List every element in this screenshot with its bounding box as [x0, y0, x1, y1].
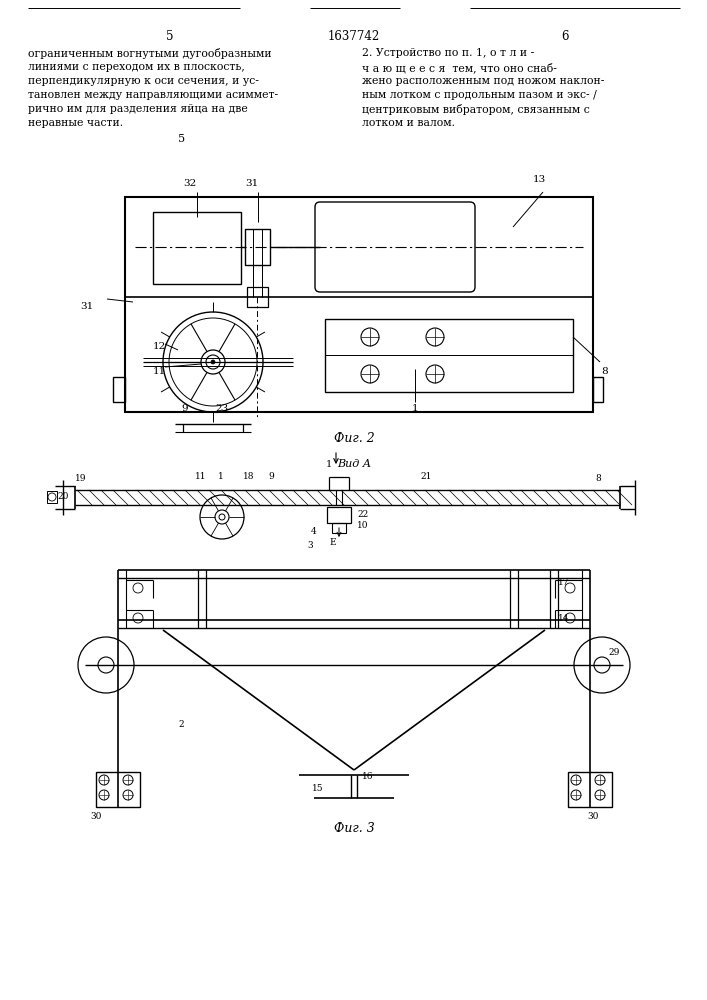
- Text: 19: 19: [75, 474, 86, 483]
- Text: ным лотком с продольным пазом и экс- /: ным лотком с продольным пазом и экс- /: [362, 90, 597, 100]
- Text: 20: 20: [57, 492, 69, 501]
- Text: 10: 10: [357, 521, 368, 530]
- Text: 2. Устройство по п. 1, о т л и -: 2. Устройство по п. 1, о т л и -: [362, 48, 534, 58]
- Bar: [327, 507, 351, 523]
- Text: 9: 9: [181, 404, 187, 413]
- Text: перпендикулярную к оси сечения, и ус-: перпендикулярную к оси сечения, и ус-: [28, 76, 259, 86]
- Text: лотком и валом.: лотком и валом.: [362, 118, 455, 128]
- Bar: [325, 319, 573, 392]
- Bar: [47, 491, 57, 503]
- Text: 11: 11: [195, 472, 206, 481]
- Text: 1637742: 1637742: [328, 30, 380, 43]
- Text: 1: 1: [326, 460, 332, 469]
- Text: 31: 31: [80, 302, 93, 311]
- Text: 12: 12: [153, 342, 166, 351]
- Text: ч а ю щ е е с я  тем, что оно снаб-: ч а ю щ е е с я тем, что оно снаб-: [362, 62, 557, 73]
- Text: 14: 14: [558, 614, 570, 623]
- Bar: [125, 197, 593, 412]
- Text: неравные части.: неравные части.: [28, 118, 123, 128]
- Text: тановлен между направляющими асиммет-: тановлен между направляющими асиммет-: [28, 90, 278, 100]
- Text: 5: 5: [166, 30, 174, 43]
- Text: 32: 32: [183, 179, 197, 188]
- Text: 17: 17: [558, 578, 570, 587]
- Bar: [332, 523, 346, 533]
- Text: 30: 30: [90, 812, 102, 821]
- Text: 3: 3: [307, 541, 312, 550]
- Text: 5: 5: [178, 134, 185, 144]
- Text: Фиг. 3: Фиг. 3: [334, 822, 375, 835]
- Bar: [568, 772, 612, 807]
- Text: E: E: [329, 538, 336, 547]
- Bar: [247, 287, 268, 307]
- Text: 8: 8: [595, 474, 601, 483]
- Text: Фиг. 2: Фиг. 2: [334, 432, 375, 445]
- Text: 1: 1: [411, 404, 419, 413]
- Text: 21: 21: [420, 472, 431, 481]
- Text: 16: 16: [362, 772, 373, 781]
- Text: центриковым вибратором, связанным с: центриковым вибратором, связанным с: [362, 104, 590, 115]
- Text: линиями с переходом их в плоскость,: линиями с переходом их в плоскость,: [28, 62, 245, 72]
- Text: 15: 15: [312, 784, 324, 793]
- Text: 9: 9: [268, 472, 274, 481]
- Text: 6: 6: [561, 30, 568, 43]
- Text: 29: 29: [608, 648, 619, 657]
- Text: 4: 4: [311, 527, 317, 536]
- Text: 2: 2: [178, 720, 184, 729]
- Bar: [593, 377, 603, 402]
- Text: 22: 22: [357, 510, 368, 519]
- Bar: [96, 772, 140, 807]
- Text: ограниченным вогнутыми дугообразными: ограниченным вогнутыми дугообразными: [28, 48, 271, 59]
- Text: рично им для разделения яйца на две: рично им для разделения яйца на две: [28, 104, 247, 114]
- Text: 30: 30: [588, 812, 599, 821]
- Text: 1: 1: [218, 472, 223, 481]
- Text: 8: 8: [601, 367, 607, 376]
- Text: 31: 31: [245, 179, 258, 188]
- Bar: [153, 212, 241, 284]
- Text: жено расположенным под ножом наклон-: жено расположенным под ножом наклон-: [362, 76, 604, 86]
- Bar: [113, 377, 125, 402]
- Text: Вид А: Вид А: [337, 459, 371, 469]
- Circle shape: [211, 360, 215, 364]
- Text: 18: 18: [243, 472, 255, 481]
- Text: 13: 13: [533, 175, 547, 184]
- Bar: [245, 229, 270, 265]
- Text: 11: 11: [153, 367, 166, 376]
- Text: 23: 23: [215, 404, 228, 413]
